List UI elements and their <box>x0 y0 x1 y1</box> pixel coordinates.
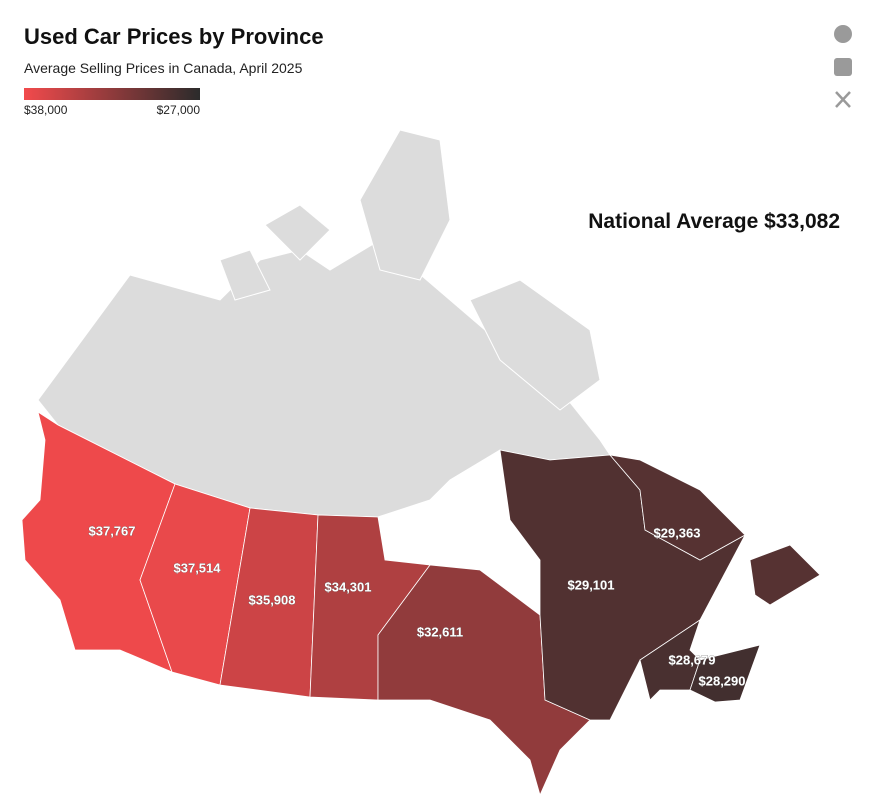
legend-label: $27,000 <box>157 103 201 117</box>
territories <box>37 129 611 518</box>
chart-subtitle: Average Selling Prices in Canada, April … <box>24 60 303 76</box>
chart-title: Used Car Prices by Province <box>24 24 324 49</box>
province <box>608 454 821 606</box>
linkedin-icon[interactable] <box>834 58 852 76</box>
value-label: $37,767 <box>89 523 136 538</box>
value-label: $28,679 <box>669 652 716 667</box>
value-label: $32,611 <box>417 624 463 639</box>
value-label: $29,363 <box>654 525 701 540</box>
island <box>264 204 331 261</box>
value-label: $28,290 <box>699 673 746 688</box>
island <box>469 279 601 411</box>
x-icon[interactable] <box>835 91 851 108</box>
island <box>359 129 451 281</box>
value-label: $34,301 <box>325 579 372 594</box>
national-average: National Average $33,082 <box>588 210 840 233</box>
provinces: $37,767 $37,514 $35,908 $34,301 $32,611 $29,1… <box>21 411 821 797</box>
value-label: $35,908 <box>249 592 296 607</box>
value-label: $29,101 <box>568 577 615 592</box>
legend-gradient <box>24 88 200 100</box>
share-icons <box>834 25 852 108</box>
legend-label: $38,000 <box>24 103 68 117</box>
value-label: $37,514 <box>174 560 222 575</box>
province <box>139 483 251 686</box>
facebook-icon[interactable] <box>834 25 852 43</box>
island <box>219 249 271 301</box>
province <box>689 644 761 703</box>
province <box>377 564 591 797</box>
